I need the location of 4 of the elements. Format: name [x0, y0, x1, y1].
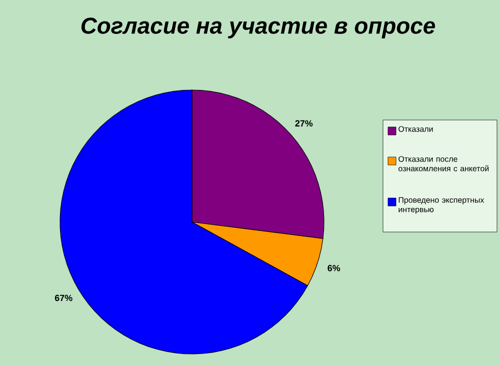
chart-title: Согласие на участие в опросе	[81, 18, 436, 38]
data-label: 27%	[295, 120, 313, 127]
data-label: 6%	[328, 264, 340, 272]
data-label: 67%	[54, 294, 72, 302]
